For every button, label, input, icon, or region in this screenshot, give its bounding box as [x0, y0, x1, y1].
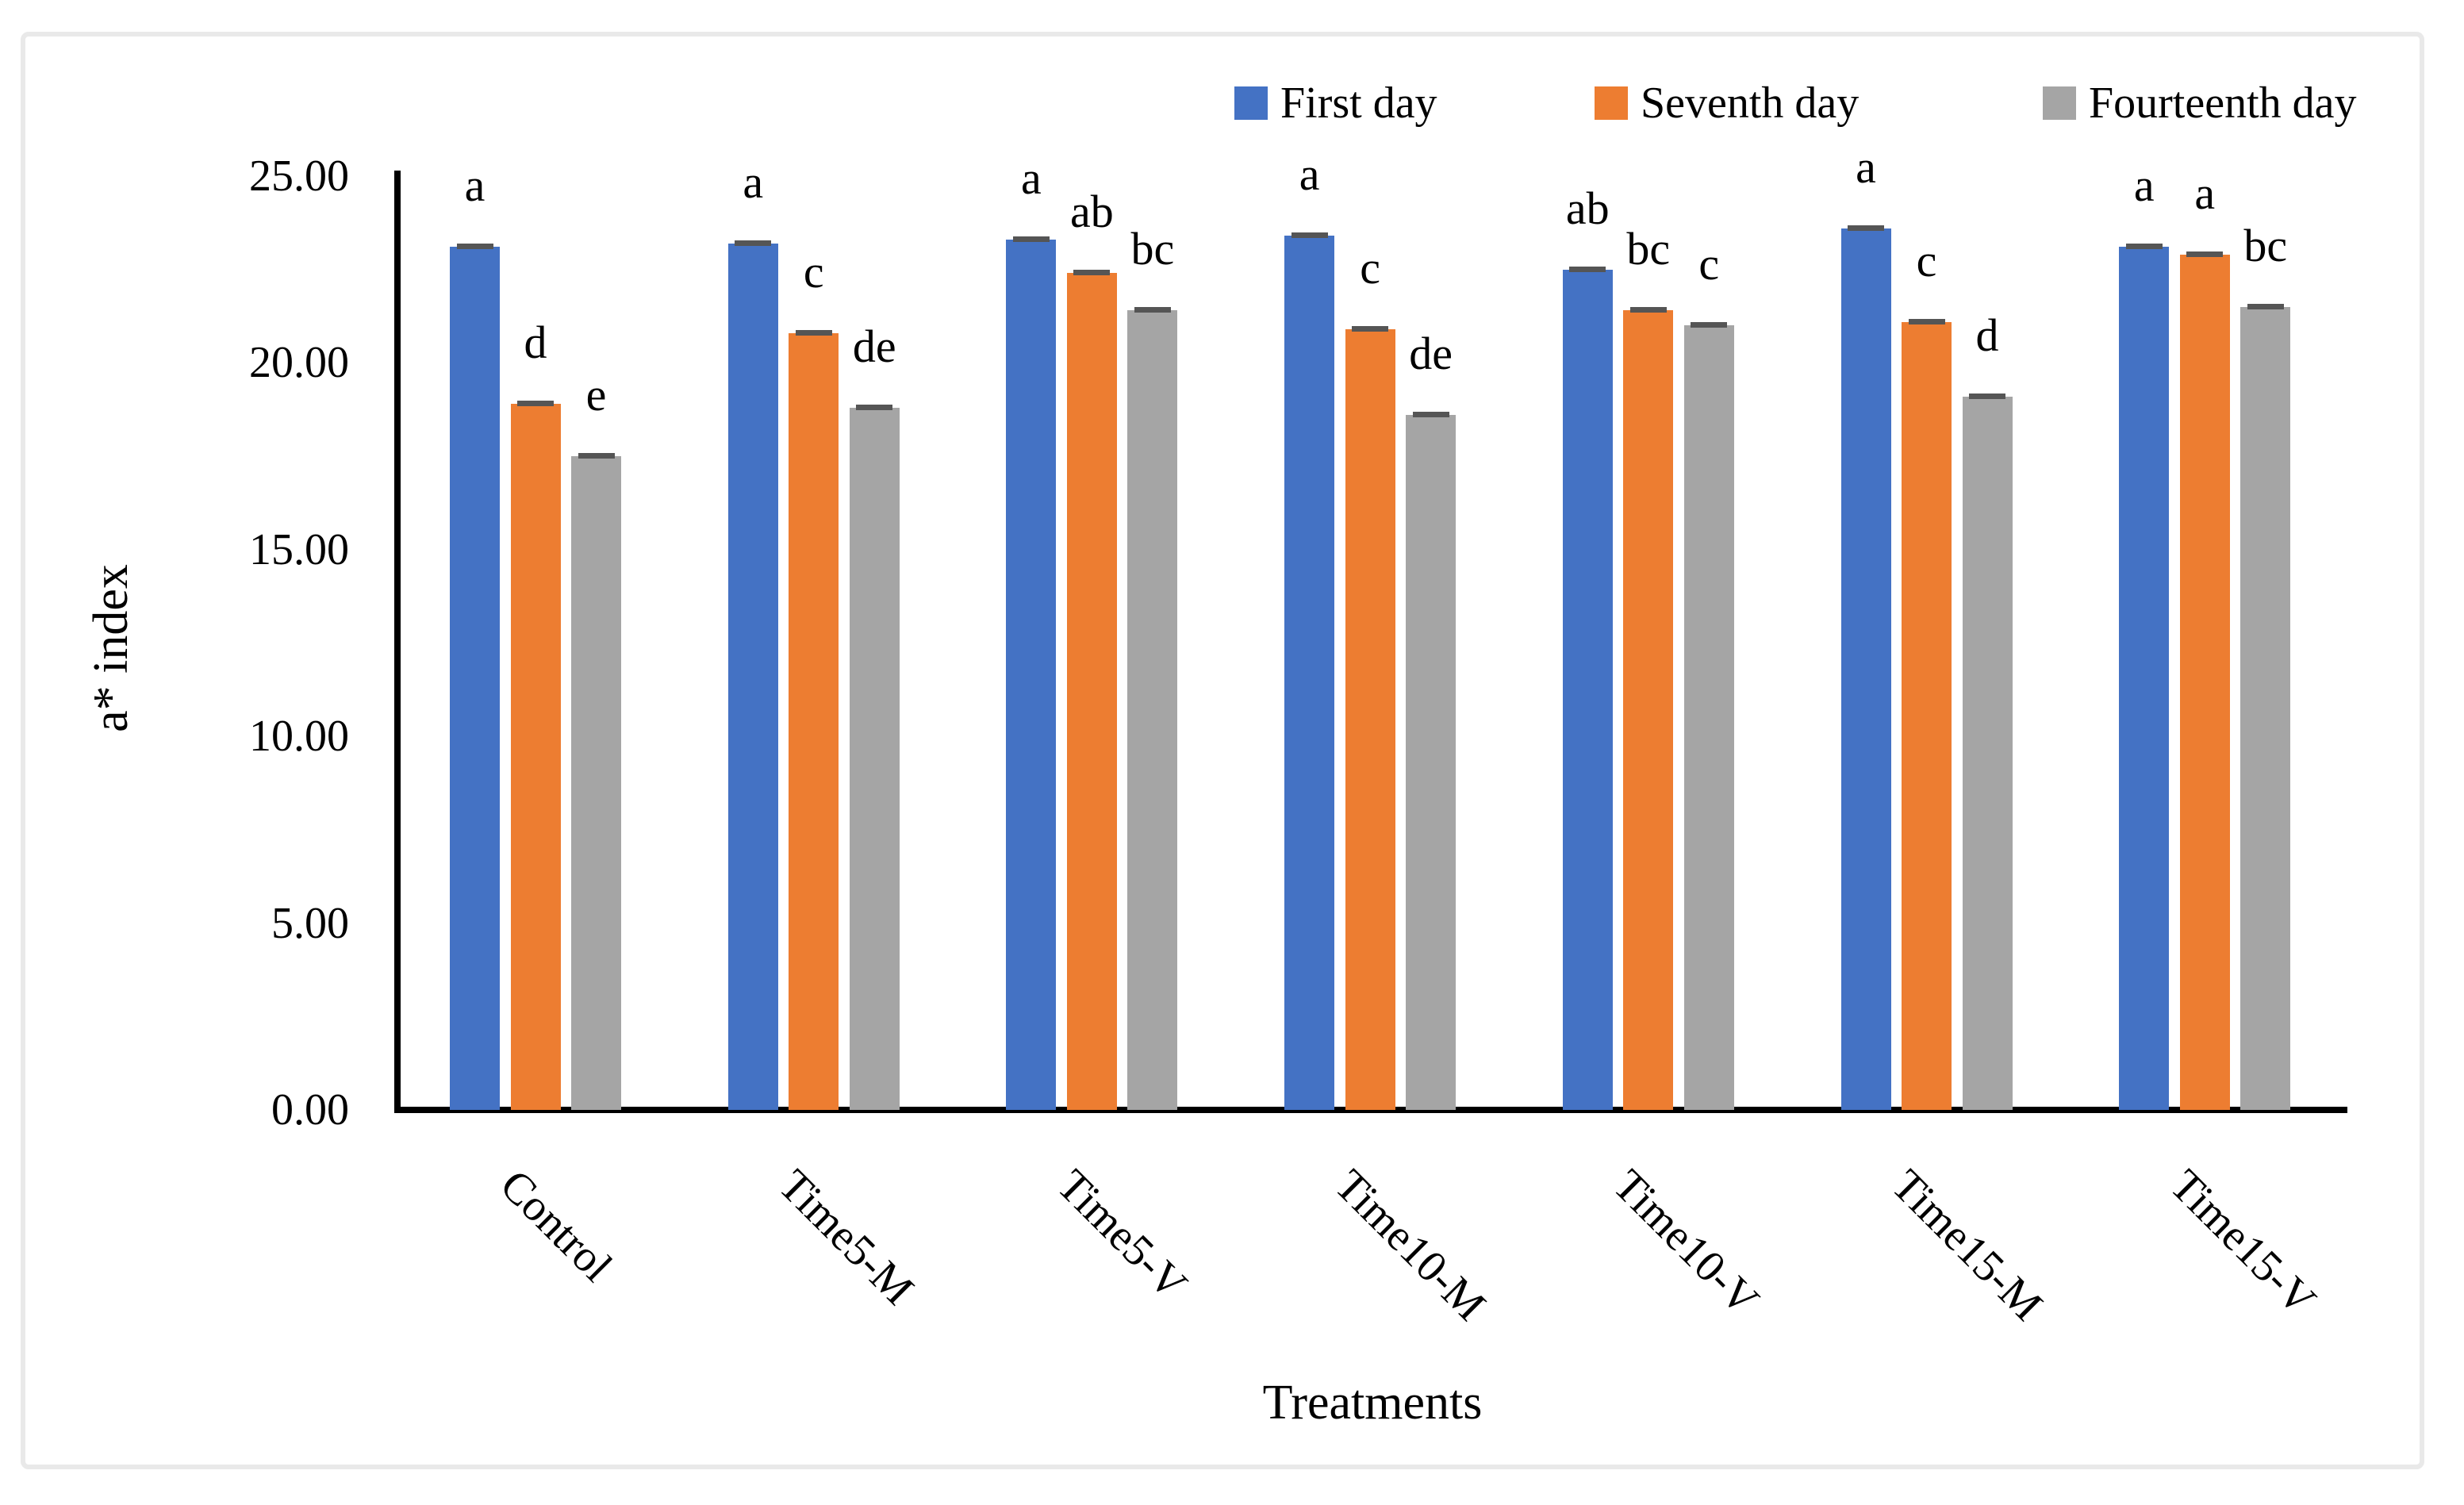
error-bar-cap — [1908, 318, 1945, 324]
significance-letter: ab — [1070, 186, 1114, 238]
bar-fourteenth-day-time10-v — [1683, 325, 1734, 1110]
x-axis-line — [394, 1107, 2347, 1113]
legend-item: Fourteenth day — [2043, 79, 2356, 127]
significance-letter: e — [585, 369, 607, 421]
bar-seventh-day-time5-m — [789, 332, 839, 1110]
bar-first-day-time5-v — [1006, 240, 1057, 1110]
significance-letter: c — [1916, 234, 1937, 286]
error-bar-cap — [1073, 270, 1111, 276]
bar-first-day-control — [450, 247, 500, 1110]
bar-first-day-time10-m — [1284, 236, 1335, 1110]
error-bar-cap — [856, 404, 893, 410]
significance-letter: ab — [1565, 182, 1610, 234]
significance-letter: c — [1698, 238, 1720, 290]
legend-label: Fourteenth day — [2089, 79, 2357, 128]
legend-label: Seventh day — [1641, 79, 1860, 128]
error-bar-cap — [1352, 326, 1389, 332]
significance-letter: a — [2194, 167, 2216, 219]
bar-fourteenth-day-time15-m — [1962, 396, 2013, 1110]
bar-seventh-day-time15-v — [2179, 254, 2230, 1110]
significance-letter: c — [1360, 242, 1380, 294]
bar-fourteenth-day-control — [571, 456, 621, 1110]
error-bar-cap — [1848, 225, 1884, 231]
error-bar-cap — [1969, 393, 2005, 399]
significance-letter: a — [464, 159, 486, 212]
bar-fourteenth-day-time15-v — [2240, 306, 2291, 1110]
bar-fourteenth-day-time10-m — [1406, 415, 1457, 1110]
significance-letter: a — [1021, 152, 1042, 205]
error-bar-cap — [1291, 232, 1328, 239]
legend-item: Seventh day — [1595, 79, 1859, 127]
significance-letter: a — [2133, 159, 2155, 212]
bar-seventh-day-time10-v — [1623, 310, 1674, 1110]
y-tick-label: 15.00 — [249, 524, 349, 574]
error-bar-cap — [578, 453, 615, 459]
legend-swatch-icon — [1234, 86, 1268, 120]
error-bar-cap — [1629, 307, 1667, 313]
significance-letter: c — [803, 245, 824, 298]
error-bar-cap — [1412, 412, 1449, 418]
error-bar-cap — [2186, 251, 2224, 257]
error-bar-cap — [795, 329, 832, 336]
significance-letter: a — [743, 155, 764, 208]
y-axis-title: a* index — [84, 564, 138, 732]
bar-first-day-time15-m — [1840, 228, 1891, 1110]
bar-first-day-time5-m — [727, 243, 778, 1110]
legend-swatch-icon — [1595, 86, 1628, 120]
y-tick-label: 10.00 — [249, 712, 349, 762]
error-bar-cap — [2247, 303, 2284, 309]
significance-letter: d — [1975, 309, 1999, 361]
bar-seventh-day-time10-m — [1345, 329, 1395, 1110]
legend-swatch-icon — [2043, 86, 2076, 120]
y-tick-label: 20.00 — [249, 338, 349, 388]
bar-seventh-day-control — [510, 404, 561, 1110]
bar-fourteenth-day-time5-m — [849, 407, 900, 1110]
y-axis-line — [394, 171, 401, 1113]
significance-letter: d — [524, 317, 547, 369]
error-bar-cap — [2125, 244, 2163, 250]
error-bar-cap — [456, 244, 493, 250]
significance-letter: de — [1409, 328, 1453, 380]
significance-letter: bc — [2243, 219, 2288, 271]
y-tick-label: 25.00 — [249, 152, 349, 201]
bar-seventh-day-time15-m — [1902, 321, 1952, 1110]
bar-seventh-day-time5-v — [1066, 273, 1117, 1110]
error-bar-cap — [1012, 236, 1050, 243]
x-axis-title: Treatments — [1262, 1376, 1483, 1430]
y-tick-label: 5.00 — [271, 898, 349, 948]
y-tick-label: 0.00 — [271, 1085, 349, 1135]
legend-item: First day — [1234, 79, 1437, 127]
figure-border — [21, 32, 2424, 1469]
significance-letter: bc — [1626, 223, 1671, 275]
significance-letter: de — [852, 320, 896, 372]
error-bar-cap — [1134, 307, 1171, 313]
bar-first-day-time15-v — [2119, 247, 2170, 1110]
error-bar-cap — [517, 401, 554, 407]
error-bar-cap — [1569, 266, 1606, 272]
significance-letter: a — [1299, 148, 1320, 201]
bar-fourteenth-day-time5-v — [1127, 310, 1178, 1110]
error-bar-cap — [1691, 322, 1728, 328]
bar-first-day-time10-v — [1562, 269, 1613, 1110]
significance-letter: a — [1856, 140, 1876, 193]
legend-label: First day — [1280, 79, 1437, 128]
error-bar-cap — [735, 240, 772, 246]
significance-letter: bc — [1130, 223, 1175, 275]
